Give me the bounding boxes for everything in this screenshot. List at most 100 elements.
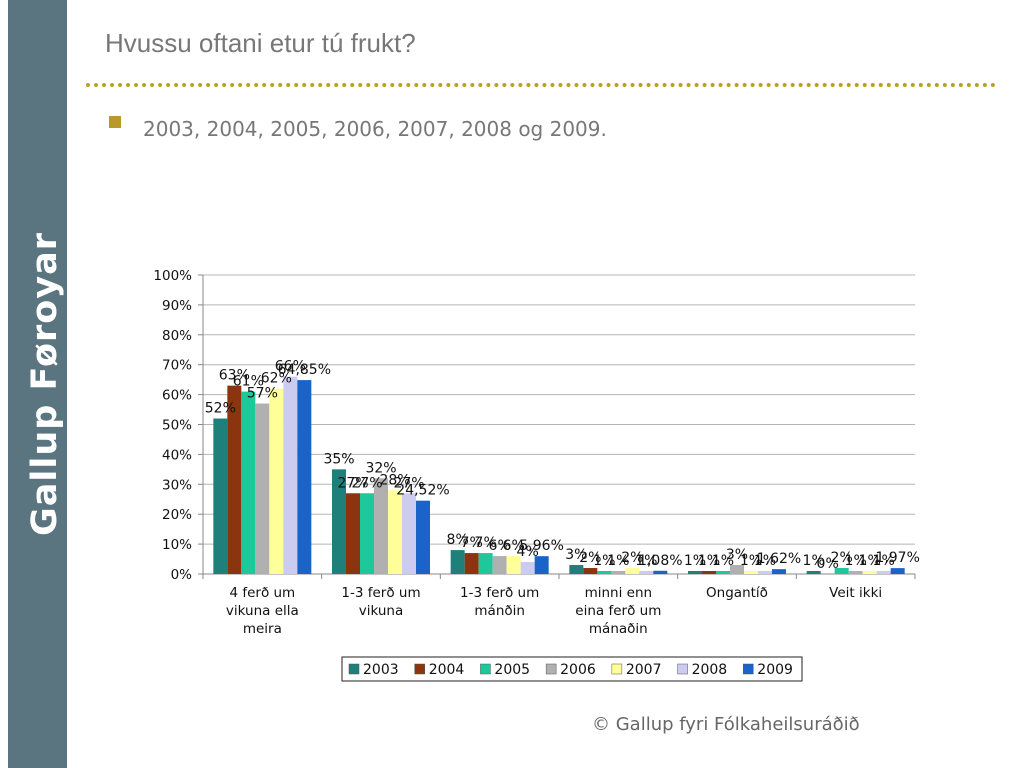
legend-label: 2005 <box>494 662 530 678</box>
bar <box>653 570 668 574</box>
bar <box>688 571 702 574</box>
legend-label: 2009 <box>757 662 793 678</box>
category-label: Ongantíð <box>706 585 768 601</box>
data-label: 3% <box>726 547 748 563</box>
data-label: 4% <box>517 544 539 560</box>
category-label: eina ferð um <box>575 603 661 619</box>
data-label: 1,08% <box>638 553 682 569</box>
bar <box>702 571 716 574</box>
bar <box>520 562 535 574</box>
data-label: 0% <box>817 556 839 572</box>
copyright-text: © Gallup fyri Fólkaheilsuráðið <box>592 714 860 735</box>
bar <box>862 571 877 574</box>
data-label: 32% <box>365 460 396 476</box>
data-label: 1,97% <box>875 550 919 566</box>
data-label: 66% <box>275 359 306 375</box>
data-label: 1% <box>593 553 615 569</box>
data-label: 2% <box>621 550 643 566</box>
category-label: 1-3 ferð um <box>460 585 539 601</box>
data-label: 7% <box>475 535 497 551</box>
y-tick-label: 30% <box>162 477 192 493</box>
data-label: 2% <box>831 550 853 566</box>
bar <box>213 418 228 574</box>
legend-label: 2004 <box>429 662 465 678</box>
category-label: 1-3 ferð um <box>341 585 420 601</box>
bar <box>450 550 465 574</box>
category-label: mánaðin <box>589 621 648 637</box>
legend-label: 2008 <box>692 662 728 678</box>
sidebar: Gallup Føroyar <box>8 0 67 768</box>
bar <box>639 571 654 574</box>
data-label: 1% <box>698 553 720 569</box>
bar <box>611 571 626 574</box>
title-divider <box>86 83 996 87</box>
bar <box>297 380 312 574</box>
bar <box>283 376 298 574</box>
bar <box>464 553 479 574</box>
category-label: mánðin <box>474 603 525 619</box>
bar <box>227 385 242 574</box>
category-label: vikuna ella <box>226 603 299 619</box>
y-tick-label: 90% <box>162 298 192 314</box>
bar <box>890 568 905 574</box>
bar <box>772 569 786 574</box>
legend-swatch <box>677 663 688 675</box>
category-label: 4 ferð um <box>229 585 295 601</box>
data-label: 24,52% <box>396 483 449 499</box>
legend-swatch <box>611 663 623 675</box>
data-label: 8% <box>447 532 469 548</box>
y-tick-label: 0% <box>171 567 193 583</box>
bar <box>346 493 360 574</box>
bar <box>332 469 346 574</box>
bar <box>597 571 612 574</box>
bar <box>834 568 849 574</box>
bar <box>716 571 730 574</box>
category-label: vikuna <box>359 603 404 619</box>
data-label: 7% <box>461 535 483 551</box>
data-label: 64,85% <box>278 362 331 378</box>
bar <box>848 571 863 574</box>
legend-label: 2007 <box>626 662 662 678</box>
y-tick-label: 70% <box>162 358 192 374</box>
data-label: 1% <box>712 553 734 569</box>
y-tick-label: 10% <box>162 537 192 553</box>
legend-swatch <box>743 663 754 675</box>
data-label: 1% <box>635 553 657 569</box>
bar <box>269 388 284 574</box>
data-label: 1% <box>845 553 867 569</box>
bar <box>360 493 374 574</box>
data-label: 57% <box>247 386 278 402</box>
data-label: 1% <box>607 553 629 569</box>
bar <box>416 500 430 574</box>
category-label: minni enn <box>585 585 652 601</box>
bar <box>806 571 821 574</box>
y-tick-label: 80% <box>162 328 192 344</box>
bar <box>625 568 640 574</box>
y-tick-label: 100% <box>153 268 192 284</box>
y-tick-label: 60% <box>162 388 192 404</box>
bar <box>492 556 507 574</box>
data-label: 28% <box>379 472 410 488</box>
data-label: 1% <box>754 553 776 569</box>
data-label: 5,96% <box>519 538 563 554</box>
data-label: 1,62% <box>757 551 801 567</box>
data-label: 1% <box>803 553 825 569</box>
data-label: 1% <box>859 553 881 569</box>
bar <box>241 391 256 574</box>
bar <box>255 403 270 574</box>
data-label: 27% <box>337 475 368 491</box>
legend-swatch <box>545 663 557 675</box>
legend-label: 2006 <box>560 662 596 678</box>
category-label: meira <box>243 621 282 637</box>
bar <box>583 568 598 574</box>
bullet-text: 2003, 2004, 2005, 2006, 2007, 2008 og 20… <box>143 117 607 141</box>
bar <box>402 493 416 574</box>
bar <box>569 565 584 574</box>
bar <box>758 571 772 574</box>
data-label: 52% <box>205 401 236 417</box>
y-tick-label: 50% <box>162 418 192 434</box>
data-label: 6% <box>489 538 511 554</box>
data-label: 61% <box>233 374 264 390</box>
bar <box>388 490 402 574</box>
